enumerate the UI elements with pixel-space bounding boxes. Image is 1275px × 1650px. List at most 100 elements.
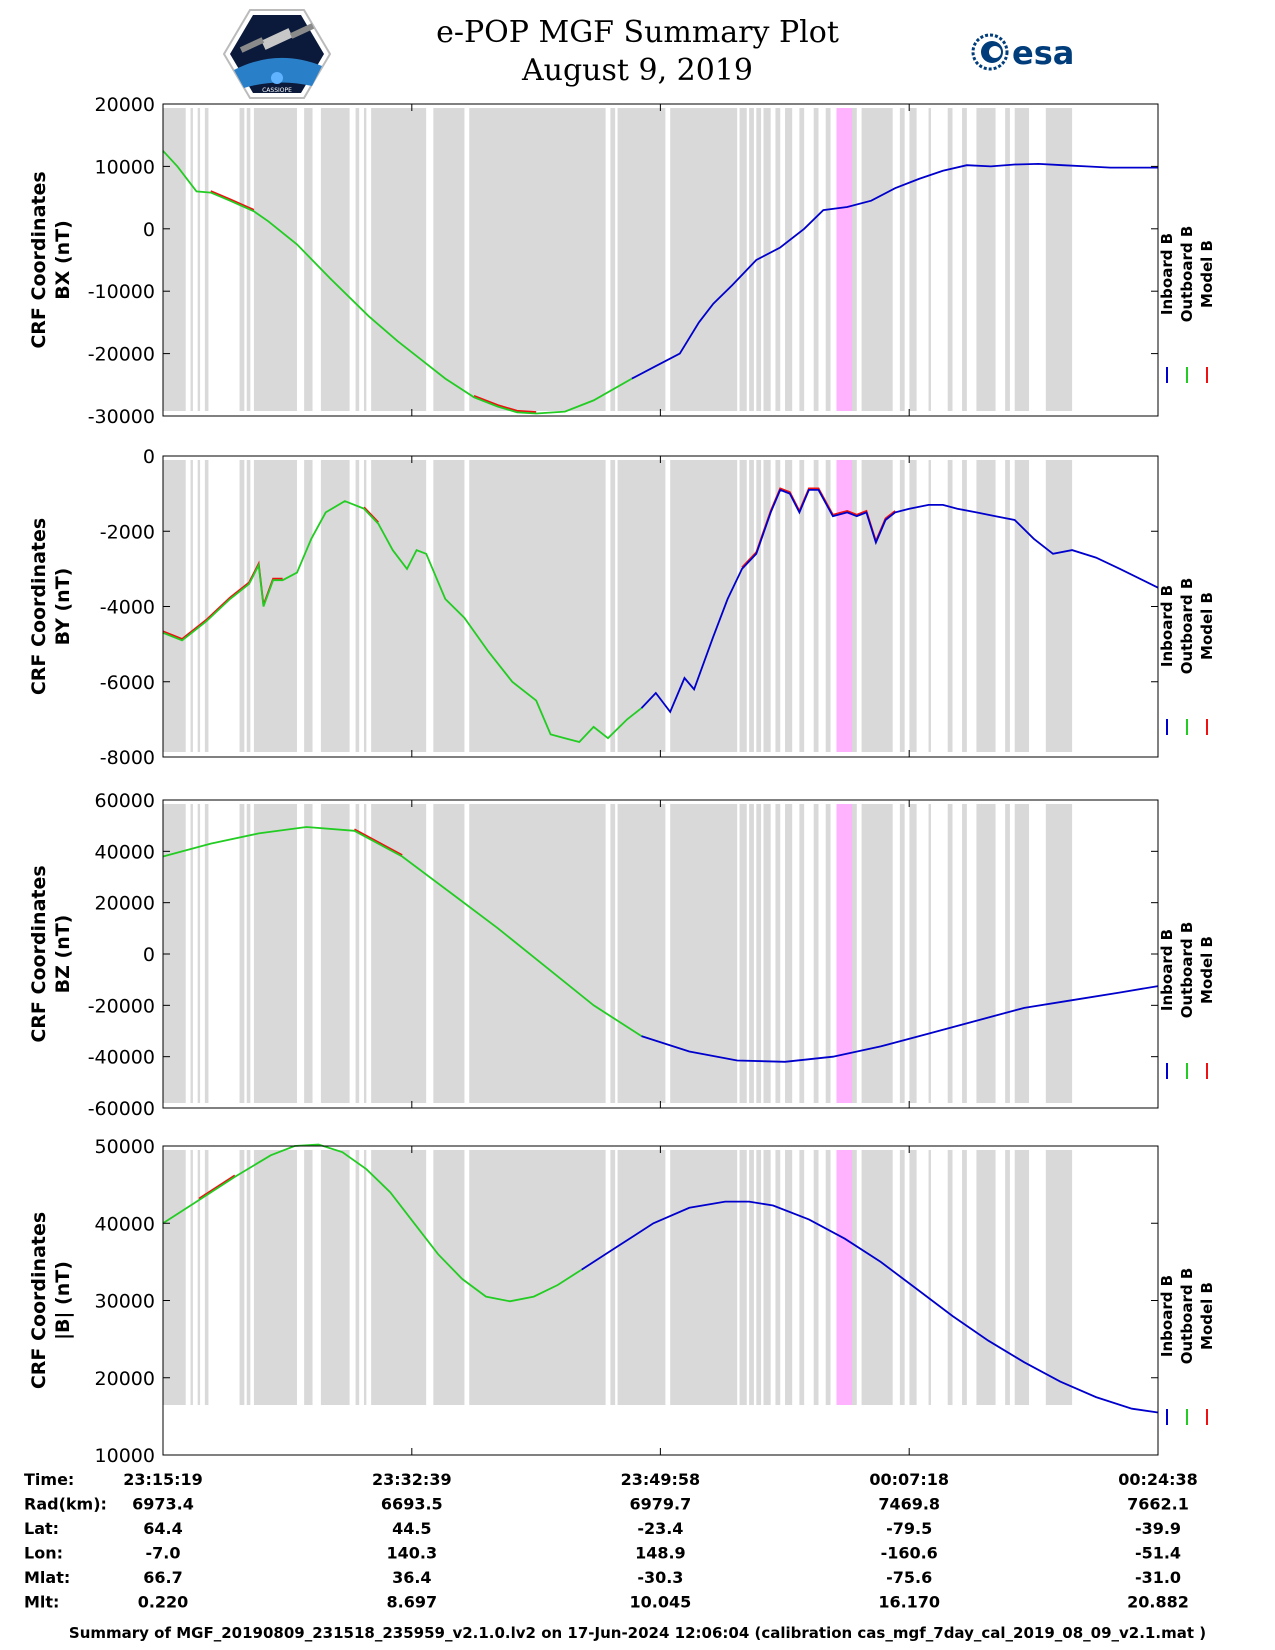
gray-band (861, 804, 893, 1103)
y-axis-label: CRF Coordinates |B| (nT) (28, 1212, 74, 1389)
gray-band (849, 804, 857, 1103)
inboard-b-line (581, 1200, 1159, 1414)
row-label: Rad(km): (24, 1495, 107, 1514)
gray-band (304, 108, 313, 411)
gray-band (253, 460, 297, 752)
gray-band (739, 804, 747, 1103)
gray-band (909, 1150, 917, 1405)
panel-bz: 60000 40000 20000 0 -20000 -40000 -60000 CRF Co… (28, 790, 1216, 1120)
ephemeris-table: Time: Rad(km): Lat: Lon: Mlat: Mlt: 23:15:19 69… (24, 1470, 1198, 1612)
gray-band (371, 1150, 427, 1405)
gray-band (197, 460, 201, 752)
inboard-b-line (631, 162, 1158, 380)
legend-model-label: Model B (1198, 592, 1216, 660)
gray-band (204, 804, 209, 1103)
esa-logo-text: esa (1012, 34, 1074, 72)
y-tick-label: 30000 (95, 1291, 155, 1313)
y-tick-label: 10000 (95, 1445, 155, 1467)
y-tick-label: -30000 (88, 406, 155, 428)
gray-band (246, 460, 251, 752)
gray-band (197, 108, 201, 411)
title-line-2: August 9, 2019 (521, 53, 753, 88)
gray-band (433, 460, 465, 752)
legend-inboard-label: Inboard B (1158, 1275, 1176, 1357)
gray-band (785, 1150, 793, 1405)
table-cell: 7662.1 (1127, 1495, 1189, 1514)
gray-band (739, 1150, 747, 1405)
gray-band (197, 804, 201, 1103)
gray-band (363, 108, 367, 411)
gray-band (1005, 1150, 1010, 1405)
model-b-line (198, 1174, 236, 1200)
gray-band (1005, 460, 1010, 752)
gray-band (1045, 804, 1073, 1103)
y-axis-label-line-2: BZ (nT) (52, 915, 74, 994)
gray-band (947, 108, 953, 411)
gray-band (253, 108, 297, 411)
pink-band (836, 1150, 853, 1405)
gray-band (246, 1150, 251, 1405)
gray-band (239, 108, 245, 411)
y-tick-label: -6000 (100, 672, 155, 694)
gray-band (190, 108, 193, 411)
panel-bx: 20000 10000 0 -10000 -20000 -30000 CRF Coordin… (28, 94, 1216, 428)
gray-band (825, 804, 831, 1103)
gray-band (204, 1150, 209, 1405)
gray-band (320, 1150, 350, 1405)
model-b-line (210, 190, 255, 211)
table-cell: -23.4 (637, 1519, 683, 1538)
gray-band (763, 108, 771, 411)
gray-band (962, 1150, 967, 1405)
row-label: Mlt: (24, 1593, 59, 1612)
legend-outboard-label: Outboard B (1178, 922, 1196, 1019)
gray-band (670, 108, 738, 411)
gray-band (813, 460, 819, 752)
gray-band (617, 460, 666, 752)
y-tick-label: 10000 (95, 156, 155, 178)
table-cell: -79.5 (886, 1519, 932, 1538)
table-cell: 00:07:18 (869, 1470, 949, 1489)
gray-band (763, 804, 771, 1103)
gray-band (928, 460, 931, 752)
gray-band (962, 460, 967, 752)
gray-band (909, 460, 917, 752)
gray-band (799, 1150, 805, 1405)
gray-band (825, 460, 831, 752)
gray-band (1045, 108, 1073, 411)
legend-inboard-label: Inboard B (1158, 585, 1176, 667)
table-cell: -51.4 (1135, 1544, 1181, 1563)
gray-band (246, 804, 251, 1103)
gray-band (355, 108, 360, 411)
y-tick-label: -40000 (88, 1047, 155, 1069)
y-axis-label: CRF Coordinates BY (nT) (28, 518, 74, 695)
gray-band (849, 108, 857, 411)
gray-band (775, 108, 781, 411)
gray-band (363, 1150, 367, 1405)
gray-band (371, 804, 427, 1103)
table-cell: 23:32:39 (372, 1470, 452, 1489)
gray-band (304, 1150, 313, 1405)
gray-band (469, 1150, 606, 1405)
gray-band (670, 804, 738, 1103)
y-axis-label-line-1: CRF Coordinates (28, 171, 50, 348)
table-cell: 23:15:19 (123, 1470, 203, 1489)
gray-band (962, 108, 967, 411)
table-cell: 8.697 (387, 1593, 438, 1612)
gray-band (469, 108, 606, 411)
table-cell: 20.882 (1127, 1593, 1189, 1612)
gray-band (190, 1150, 193, 1405)
gray-band (469, 804, 606, 1103)
gray-band (355, 460, 360, 752)
gray-band (861, 1150, 893, 1405)
y-tick-label: -4000 (100, 597, 155, 619)
gray-band (861, 460, 893, 752)
legend-inboard-label: Inboard B (1158, 929, 1176, 1011)
y-axis-label-line-1: CRF Coordinates (28, 865, 50, 1042)
y-tick-label: -20000 (88, 995, 155, 1017)
gray-band (670, 1150, 738, 1405)
model-b-line (353, 828, 403, 856)
gray-band (899, 460, 905, 752)
gray-band (976, 804, 996, 1103)
gray-band (253, 804, 297, 1103)
